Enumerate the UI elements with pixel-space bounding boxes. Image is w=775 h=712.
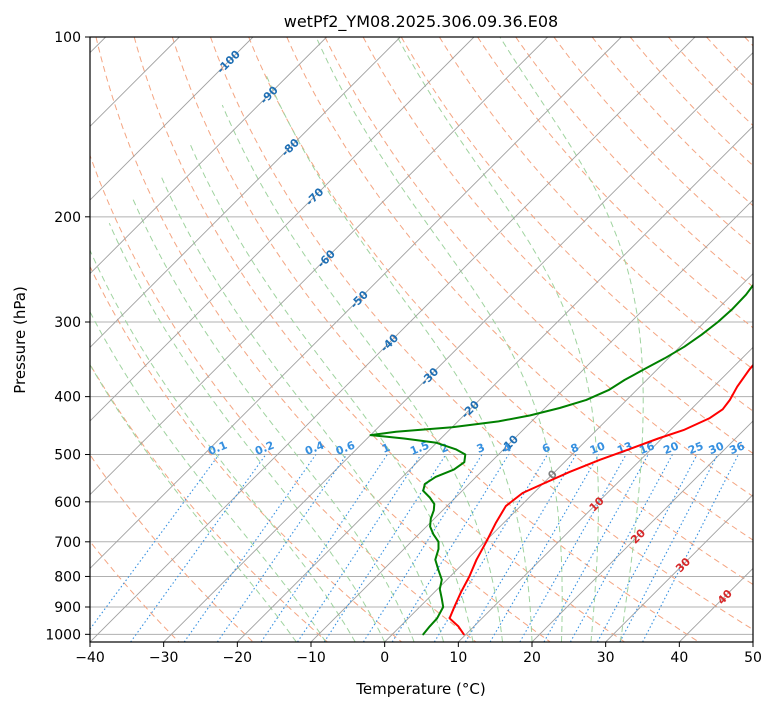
x-axis: −40 −30 −20 −10 0 10 20 30 40 50 [75,642,762,666]
x-tick-label: −30 [149,650,179,666]
x-tick-label: 10 [449,650,467,666]
isotherm-label: -60 [315,247,338,270]
mixing-ratio-label: 0.6 [334,438,357,457]
isotherm-label: 40 [715,587,735,607]
isotherm-label: -90 [258,83,281,106]
x-tick-label: −20 [223,650,253,666]
isotherm-label: -100 [214,47,243,76]
mixing-ratio-line [363,455,482,642]
isotherm-label: -80 [279,136,302,159]
y-tick-label: 700 [54,535,81,551]
y-tick-label: 100 [54,30,81,46]
isotherm-label: 30 [673,555,693,575]
x-tick-label: −40 [75,650,105,666]
isotherm-label: -40 [378,331,401,354]
y-tick-label: 800 [54,569,81,585]
y-axis-title: Pressure (hPa) [11,286,29,394]
mixing-ratio-line [131,455,266,642]
dry-adiabat-line [134,37,624,642]
isotherm-line [0,37,253,642]
isotherm-line [16,37,621,642]
chart-title: wetPf2_YM08.2025.306.09.36.E08 [284,12,558,32]
y-tick-label: 1000 [45,627,81,643]
mixing-ratio-line [520,455,626,642]
isotherm-label: 20 [628,526,648,546]
dry-adiabat-line [0,37,253,642]
moist-adiabat-line [316,37,562,642]
dry-adiabat-line [58,37,476,642]
moist-adiabat-line [222,105,502,642]
plot-frame [90,37,753,642]
x-tick-label: 20 [523,650,541,666]
moist-adiabats [47,37,643,642]
mixing-ratio-label: 0.1 [206,439,229,458]
dewpoint-line [371,37,775,634]
y-tick-label: 300 [54,315,81,331]
mixing-ratio-line [261,455,387,642]
mixing-ratio-line [620,455,718,642]
plot-area: -100-90-80-70-60-50-40-30-20-10010203040… [0,37,775,642]
mixing-ratio-label: 0.2 [253,439,276,458]
isotherm-line [385,37,775,642]
dry-adiabat-line [172,37,699,642]
y-tick-label: 400 [54,390,81,406]
x-axis-title: Temperature (°C) [355,680,485,698]
sounding-series [371,37,775,634]
y-tick-label: 600 [54,495,81,511]
dry-adiabat-line [668,37,775,642]
x-tick-label: 40 [670,650,688,666]
isotherm-line [753,37,775,642]
dry-adiabat-line [707,37,775,642]
x-tick-label: 50 [744,650,762,666]
mixing-ratio-label: 6 [540,441,552,456]
y-tick-label: 900 [54,600,81,616]
mixing-ratio-label: 3 [475,441,487,456]
dry-adiabat-line [0,37,327,642]
isotherm-line [606,37,775,642]
dry-adiabat-line [211,37,774,642]
dry-adiabat-line [439,37,775,642]
temperature-line [450,37,775,634]
isotherm-label: -70 [303,185,326,208]
dry-adiabat-line [745,37,775,642]
x-tick-label: −10 [296,650,326,666]
x-tick-label: 30 [597,650,615,666]
y-tick-label: 500 [54,448,81,464]
mixing-ratio-label: 1 [380,441,392,456]
isotherm-label: 10 [587,494,607,514]
grid-layer [90,37,753,634]
mixing-ratio-label: 0.4 [303,438,326,457]
isotherm-line [164,37,769,642]
mixing-ratio-line [597,455,697,642]
mixing-ratio-line [570,455,672,642]
dry-adiabat-line [478,37,775,642]
isotherm-line [458,37,775,642]
isotherm-label: -20 [459,398,482,421]
mixing-ratio-line [80,455,219,642]
isotherm-line [532,37,775,642]
isotherm-line [0,37,400,642]
y-axis: 100 200 300 400 500 600 700 800 900 1000 [45,30,90,643]
moist-adiabat-line [160,175,443,642]
x-tick-label: 0 [380,650,389,666]
isotherm-line [0,37,327,642]
moist-adiabat-line [397,37,598,642]
isotherm-line [0,37,548,642]
y-tick-label: 200 [54,210,81,226]
moist-adiabat-line [109,223,384,642]
isotherm-line [0,37,474,642]
dry-adiabat-line [592,37,775,642]
moist-adiabat-line [67,264,326,642]
